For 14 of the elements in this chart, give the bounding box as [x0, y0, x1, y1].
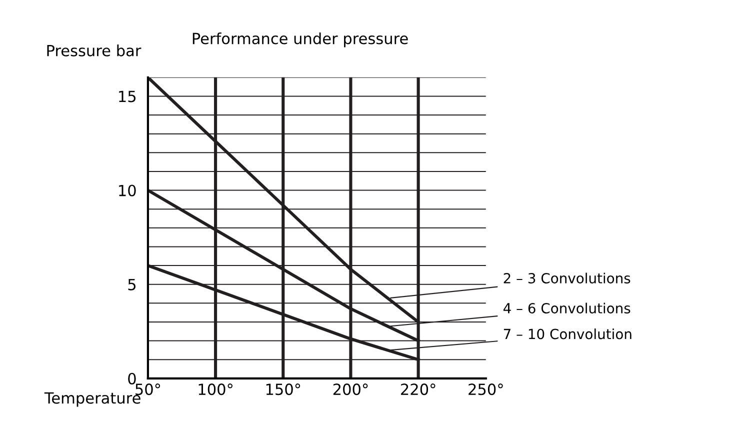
- chart-title: Performance under pressure: [192, 32, 408, 48]
- y-tick-label: 5: [128, 279, 136, 290]
- x-tick-label: 100°: [198, 384, 232, 396]
- x-tick-label: 250°: [468, 384, 503, 396]
- y-tick-label: 10: [119, 184, 136, 196]
- text: 2 – 3 Convolutions: [504, 272, 630, 284]
- y-tick-label: 0: [128, 372, 136, 384]
- text: 4 – 6 Convolutions: [503, 302, 630, 314]
- x-tick-label: 150°: [266, 384, 300, 396]
- x-tick-label: 220°: [401, 384, 436, 396]
- y-tick-label: 15: [119, 90, 136, 102]
- x-tick-label: 200°: [333, 384, 368, 396]
- y-axis-title: Pressure bar: [47, 44, 142, 56]
- text: 7 – 10 Convolution: [504, 328, 632, 340]
